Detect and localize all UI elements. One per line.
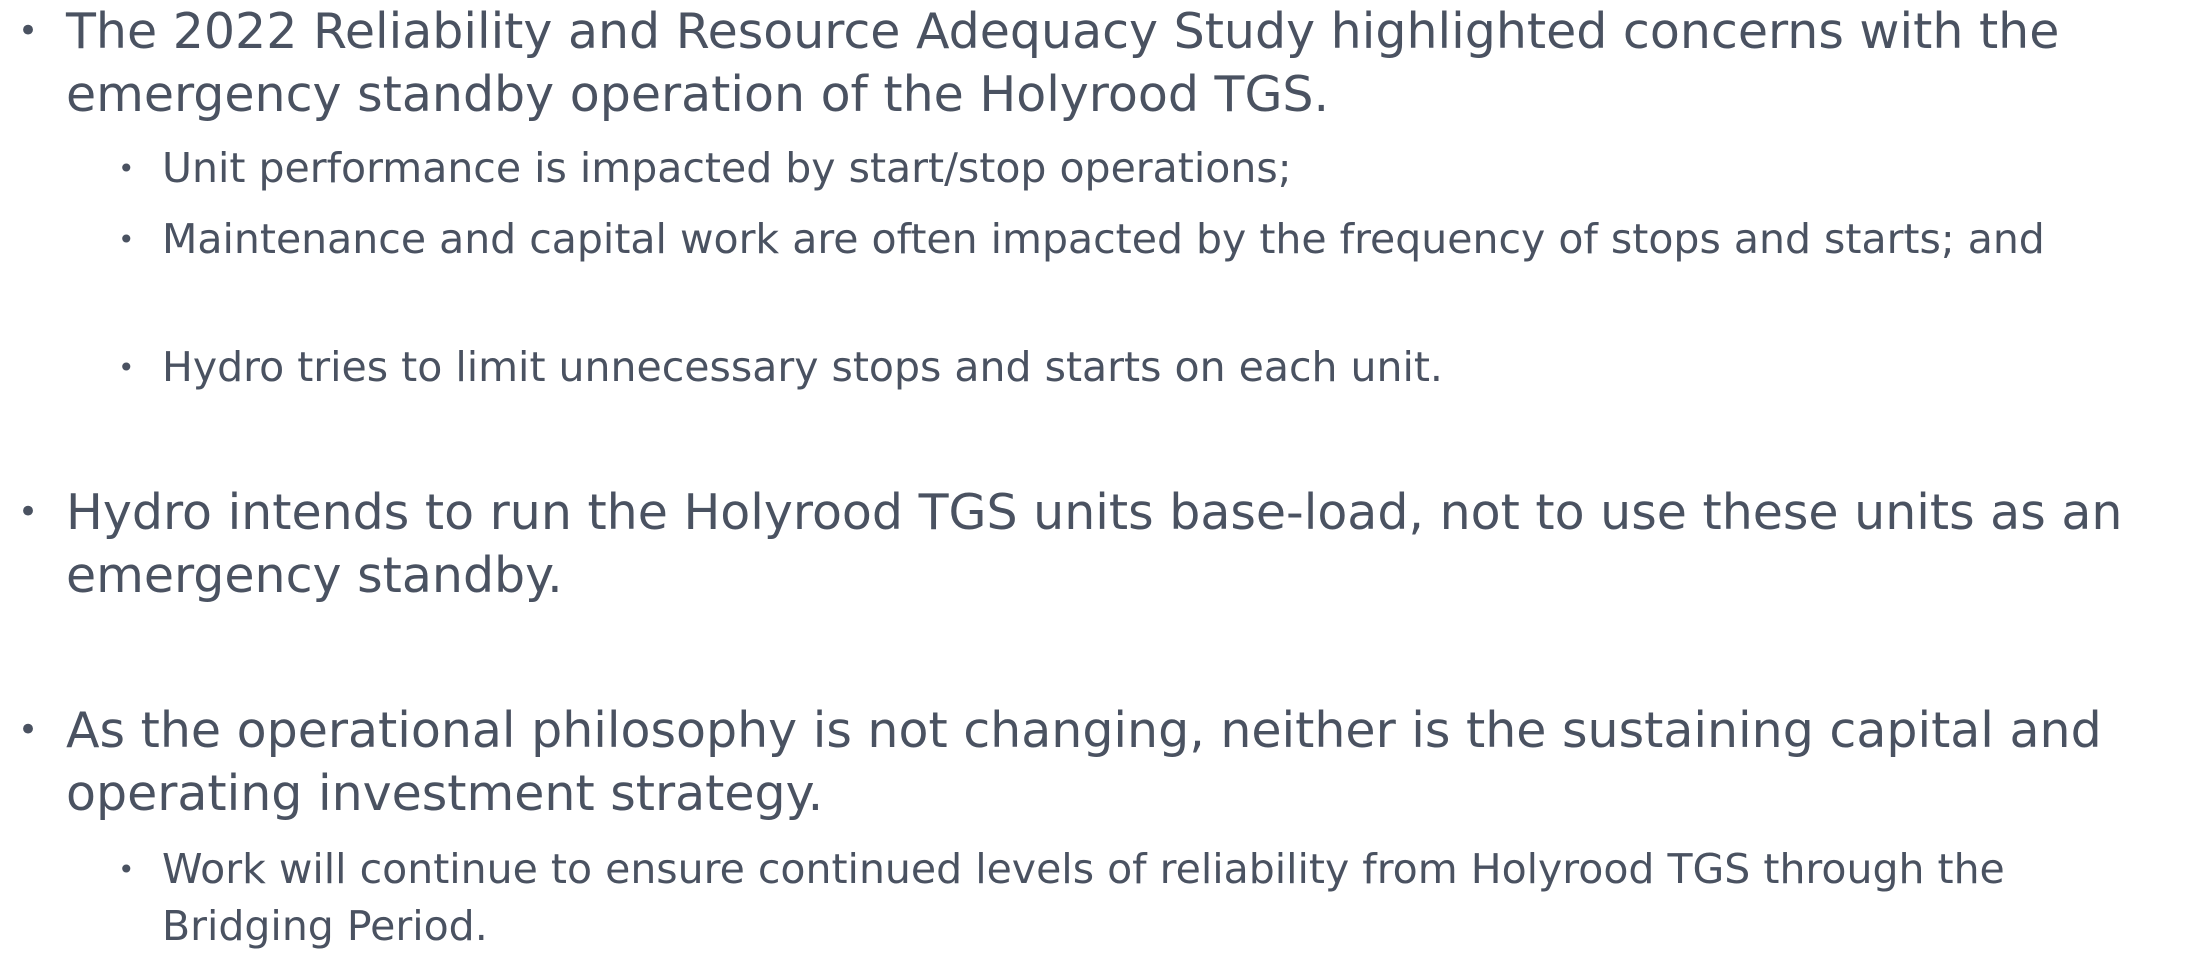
bullet-dot: • — [18, 11, 39, 51]
bullet-text: The 2022 Reliability and Resource Adequa… — [66, 3, 2060, 123]
bullet-dot: • — [18, 492, 39, 532]
bullet-dot: • — [118, 351, 135, 384]
bullet-text: Maintenance and capital work are often i… — [162, 215, 2045, 263]
sub-bullet: • Maintenance and capital work are often … — [118, 211, 2172, 268]
bullet-dot: • — [118, 152, 135, 185]
sub-bullet: • Work will continue to ensure continued … — [118, 841, 2172, 955]
sub-bullet: • Unit performance is impacted by start/s… — [118, 140, 2172, 197]
main-bullet: • The 2022 Reliability and Resource Adequ… — [18, 0, 2166, 126]
bullet-dot: • — [118, 853, 135, 886]
main-bullet: • As the operational philosophy is not ch… — [18, 699, 2166, 825]
main-bullet: • Hydro intends to run the Holyrood TGS u… — [18, 481, 2166, 607]
bullet-text: Hydro intends to run the Holyrood TGS un… — [66, 484, 2123, 604]
bullet-text: As the operational philosophy is not cha… — [66, 702, 2102, 822]
sub-bullet: • Hydro tries to limit unnecessary stops … — [118, 339, 2172, 396]
bullet-text: Hydro tries to limit unnecessary stops a… — [162, 343, 1443, 391]
bullet-dot: • — [18, 710, 39, 750]
bullet-text: Unit performance is impacted by start/st… — [162, 144, 1292, 192]
bullet-text: Work will continue to ensure continued l… — [162, 845, 2005, 950]
bullet-dot: • — [118, 223, 135, 256]
